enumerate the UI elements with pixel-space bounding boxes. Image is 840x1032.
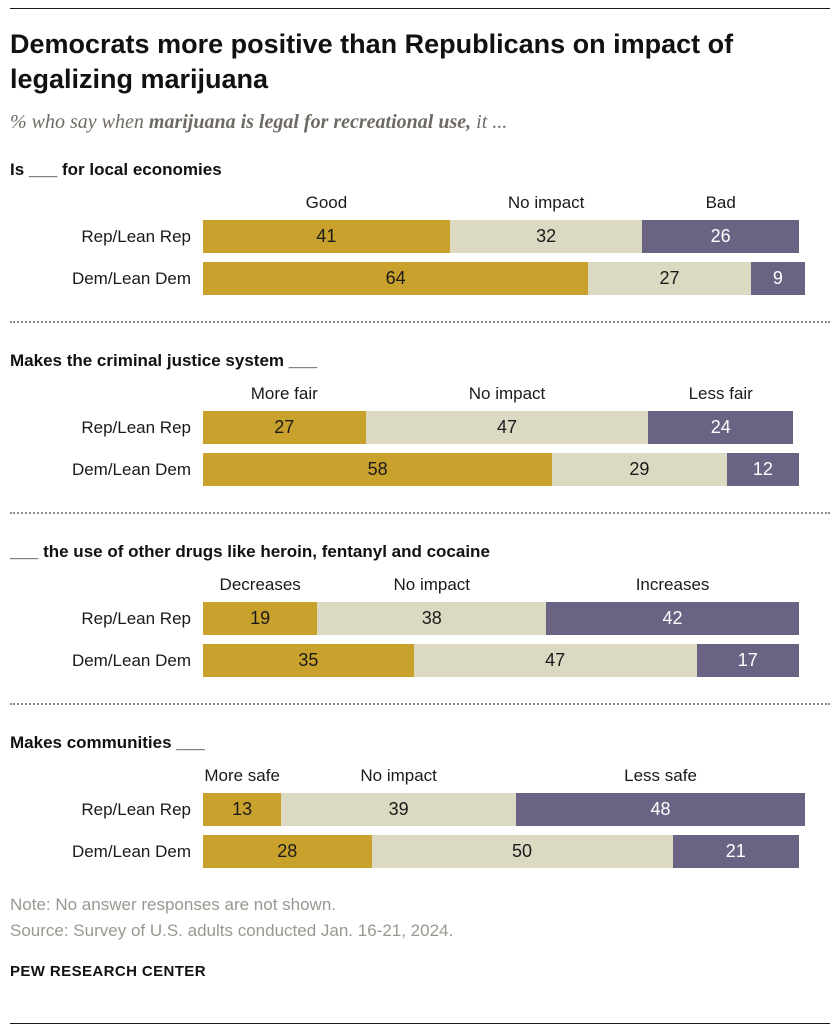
chart-section: Is ___ for local economies Good No impact B… [10,160,830,296]
bar-segment: 35 [203,644,414,678]
bar-segment: 13 [203,793,282,827]
bar-segment: 50 [371,835,673,869]
segment-label: Increases [635,575,710,595]
subtitle-prefix: % who say when [10,111,149,134]
bar-segment: 41 [203,220,450,254]
bar-segment: 39 [281,793,517,827]
row-label: Rep/Lean Rep [81,226,191,246]
section-heading: Is ___ for local economies [10,160,222,180]
bar-track: 64 27 9 [203,262,805,296]
footnotes: Note: No answer responses are not shown.… [10,892,830,943]
bar-segment: 19 [203,602,318,636]
segment-label: More safe [204,766,280,786]
bar-segment: 58 [203,453,553,487]
row-label: Dem/Lean Dem [71,459,191,479]
segment-label: Bad [705,193,736,213]
bar-segment: 27 [588,262,751,296]
top-rule [10,8,830,9]
chart-subtitle: % who say when marijuana is legal for re… [10,111,830,134]
chart-title: Democrats more positive than Republicans… [10,29,734,95]
bar-track: 41 32 26 [203,220,805,254]
bar-segment: 27 [203,411,366,445]
bar-track: 35 47 17 [203,644,805,678]
bar-track: 13 39 48 [203,793,805,827]
bar-row: Dem/Lean Dem 58 29 12 [10,453,830,487]
row-label: Rep/Lean Rep [81,608,191,628]
segment-labels-row: Decreases No impact Increases [203,574,805,602]
bar-track: 27 47 24 [203,411,805,445]
chart: Is ___ for local economies Good No impact B… [10,160,830,869]
bar-track: 58 29 12 [203,453,805,487]
section-divider [10,512,830,515]
segment-labels-row: More safe No impact Less safe [203,765,805,793]
bar-segment: 47 [413,644,697,678]
row-label: Dem/Lean Dem [71,268,191,288]
segment-label: Good [305,193,348,213]
bar-row: Dem/Lean Dem 35 47 17 [10,644,830,678]
bar-segment: 9 [750,262,805,296]
bar-segment: 24 [648,411,793,445]
bar-row: Rep/Lean Rep 13 39 48 [10,793,830,827]
bar-segment: 21 [672,835,799,869]
segment-label: Decreases [219,575,301,595]
section-heading: ___ the use of other drugs like heroin, … [10,542,490,562]
subtitle-suffix: it ... [471,111,508,134]
row-label: Dem/Lean Dem [71,841,191,861]
bar-segment: 38 [317,602,547,636]
bar-segment: 64 [203,262,589,296]
bar-segment: 47 [365,411,649,445]
section-heading: Makes the criminal justice system ___ [10,351,318,371]
bar-segment: 29 [552,453,727,487]
bar-row: Rep/Lean Rep 19 38 42 [10,602,830,636]
bar-track: 19 38 42 [203,602,805,636]
row-label: Dem/Lean Dem [71,650,191,670]
bar-segment: 12 [726,453,799,487]
bar-row: Dem/Lean Dem 28 50 21 [10,835,830,869]
note-line: Note: No answer responses are not shown. [10,895,337,915]
chart-section: Makes the criminal justice system ___ Mor… [10,351,830,487]
section-divider [10,321,830,324]
segment-label: Less safe [624,766,697,786]
segment-label: No impact [507,193,585,213]
bar-row: Dem/Lean Dem 64 27 9 [10,262,830,296]
bar-row: Rep/Lean Rep 41 32 26 [10,220,830,254]
segment-label: Less fair [688,384,753,404]
segment-label: No impact [360,766,437,786]
bar-segment: 17 [696,644,799,678]
bar-segment: 28 [203,835,372,869]
row-label: Rep/Lean Rep [81,417,191,437]
chart-section: ___ the use of other drugs like heroin, … [10,542,830,678]
segment-label: More fair [250,384,318,404]
page: Democrats more positive than Republicans… [10,8,830,1024]
section-divider [10,703,830,706]
bar-segment: 26 [642,220,799,254]
bottom-rule [10,1023,830,1024]
segment-labels-row: More fair No impact Less fair [203,383,805,411]
segment-labels-row: Good No impact Bad [203,192,805,220]
bar-segment: 48 [516,793,805,827]
brand-label: PEW RESEARCH CENTER [10,963,206,981]
section-heading: Makes communities ___ [10,733,205,753]
segment-label: No impact [468,384,546,404]
chart-section: Makes communities ___ More safe No impact L… [10,733,830,869]
segment-label: No impact [393,575,471,595]
source-line: Source: Survey of U.S. adults conducted … [10,920,454,940]
subtitle-emphasis: marijuana is legal for recreational use, [148,111,472,134]
row-label: Rep/Lean Rep [81,799,191,819]
bar-segment: 42 [546,602,799,636]
bar-segment: 32 [449,220,643,254]
bar-track: 28 50 21 [203,835,805,869]
bar-row: Rep/Lean Rep 27 47 24 [10,411,830,445]
